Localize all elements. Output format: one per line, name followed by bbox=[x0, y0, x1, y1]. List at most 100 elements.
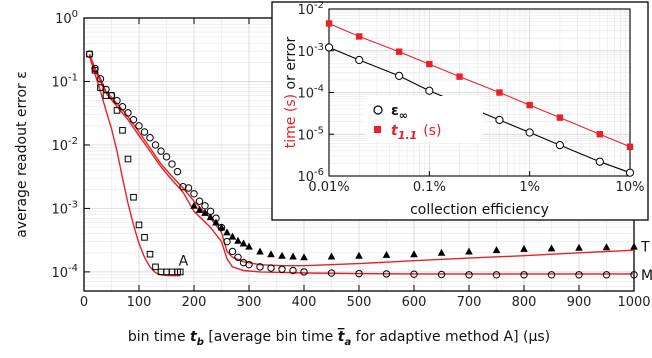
legend-marker-t bbox=[374, 126, 381, 133]
y-tick-label: 100 bbox=[55, 9, 78, 27]
x-label-part: [average bin time bbox=[204, 329, 338, 345]
point-T bbox=[245, 242, 253, 250]
legend-eps-sub: ∞ bbox=[399, 109, 408, 122]
annotation-M: M bbox=[641, 268, 652, 284]
point-A bbox=[135, 221, 143, 229]
series-line-theory-lower bbox=[88, 53, 634, 275]
legend-marker-eps bbox=[373, 105, 383, 115]
point-T bbox=[234, 236, 242, 244]
legend-label-eps: ε∞ bbox=[391, 103, 408, 122]
point-T bbox=[300, 253, 308, 261]
point-T bbox=[212, 218, 220, 226]
inset-point-t bbox=[496, 89, 503, 96]
inset-point-eps bbox=[525, 128, 534, 137]
point-M bbox=[520, 271, 528, 279]
inset-point-eps bbox=[425, 86, 434, 95]
inset-point-t bbox=[395, 48, 403, 55]
inset-y-tick-label: 10-3 bbox=[297, 42, 324, 60]
point-A bbox=[146, 250, 154, 258]
inset-point-eps bbox=[555, 140, 564, 150]
point-A bbox=[124, 155, 132, 163]
point-T bbox=[217, 223, 226, 231]
inset-point-t bbox=[325, 20, 333, 27]
y-tick-label: 10-1 bbox=[51, 72, 78, 90]
point-M bbox=[190, 190, 198, 198]
y-tick-label: 10-3 bbox=[51, 199, 78, 217]
point-T bbox=[602, 243, 611, 251]
inset-plot: 0.01% 0.1% 1% 10% 10-2 10-3 10-4 10-5 10-6 time (… bbox=[271, 0, 649, 221]
point-T bbox=[206, 213, 215, 221]
point-A bbox=[152, 263, 159, 271]
x-tick-label: 0 bbox=[80, 295, 88, 310]
point-M bbox=[162, 153, 171, 161]
x-tick-label: 100 bbox=[127, 295, 152, 310]
inset-point-t bbox=[556, 114, 564, 121]
point-T bbox=[195, 205, 204, 213]
inset-point-t bbox=[456, 73, 463, 80]
point-A bbox=[86, 50, 93, 58]
point-T bbox=[239, 239, 248, 247]
inset-point-eps bbox=[595, 157, 604, 166]
point-M bbox=[135, 122, 143, 130]
point-M bbox=[547, 271, 556, 279]
legend-t-base: t bbox=[391, 123, 399, 139]
point-T bbox=[520, 244, 528, 252]
inset-y-label-time: time (s) bbox=[283, 94, 299, 148]
inset-point-t bbox=[426, 60, 433, 68]
point-M bbox=[256, 263, 264, 271]
annotation-T: T bbox=[640, 240, 650, 256]
inset-y-tick-label: 10-6 bbox=[297, 167, 324, 185]
x-tick-label: 700 bbox=[457, 295, 482, 310]
inset-y-tick-label: 10-2 bbox=[297, 0, 324, 18]
inset-point-t bbox=[626, 143, 634, 151]
legend-eps-base: ε bbox=[391, 103, 399, 119]
point-M bbox=[173, 167, 182, 176]
inset-y-tick-label: 10-5 bbox=[297, 125, 324, 143]
legend-t-unit: (s) bbox=[423, 123, 441, 139]
point-T bbox=[256, 247, 264, 255]
main-y-label: average readout error ε bbox=[14, 71, 30, 238]
point-M bbox=[179, 182, 187, 191]
point-T bbox=[465, 247, 473, 255]
point-T bbox=[267, 250, 275, 258]
point-M bbox=[575, 271, 583, 279]
point-M bbox=[465, 271, 473, 279]
inset-y-tick-label: 10-4 bbox=[297, 84, 324, 102]
point-M bbox=[129, 115, 138, 124]
x-tick-label: 500 bbox=[347, 295, 372, 310]
x-label-part: bin time bbox=[128, 329, 190, 345]
inset-point-eps bbox=[495, 115, 504, 125]
x-label-part: t bbox=[190, 329, 198, 345]
point-M bbox=[96, 75, 105, 83]
point-A bbox=[97, 84, 104, 91]
point-M bbox=[118, 103, 127, 111]
point-M bbox=[228, 247, 237, 256]
main-x-label: bin time tb [average bin time ta for ada… bbox=[128, 329, 550, 348]
inset-x-tick-label: 0.01% bbox=[308, 180, 349, 195]
inset-point-t bbox=[596, 131, 603, 138]
point-T bbox=[223, 228, 231, 236]
annotation-A: A bbox=[179, 253, 189, 269]
point-M bbox=[267, 264, 275, 272]
point-T bbox=[228, 232, 237, 240]
point-M bbox=[184, 184, 193, 192]
point-A bbox=[113, 107, 121, 114]
point-T bbox=[575, 243, 583, 251]
point-M bbox=[492, 271, 501, 279]
point-A bbox=[108, 92, 115, 99]
point-M bbox=[146, 134, 154, 142]
x-tick-label: 300 bbox=[237, 295, 262, 310]
point-M bbox=[355, 269, 363, 278]
legend-box bbox=[365, 96, 483, 142]
x-label-part: b bbox=[197, 337, 204, 348]
inset-point-t bbox=[526, 101, 533, 109]
point-M bbox=[151, 141, 160, 149]
point-M bbox=[245, 260, 253, 269]
legend-t-sub: 1.1 bbox=[398, 129, 418, 142]
x-label-part: for adaptive method A] (μs) bbox=[351, 329, 550, 345]
point-M bbox=[602, 271, 611, 279]
y-tick-label: 10-4 bbox=[51, 263, 78, 281]
x-label-part: a bbox=[344, 337, 351, 348]
point-T bbox=[492, 246, 501, 254]
